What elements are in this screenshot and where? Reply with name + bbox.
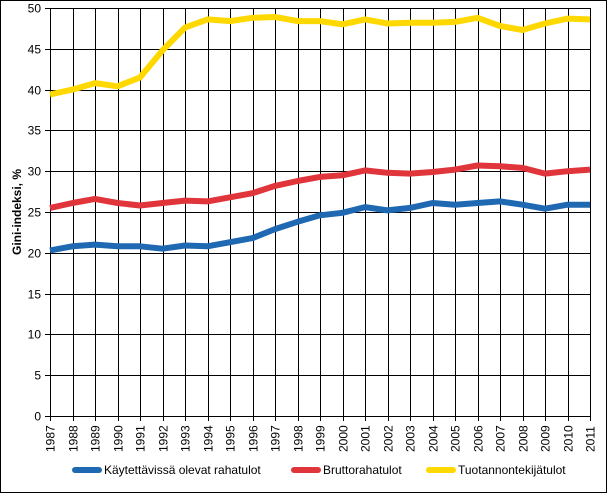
y-tick-label: 0: [34, 410, 41, 424]
x-tick-label: 1999: [314, 425, 328, 452]
x-tick-label: 2011: [584, 426, 598, 452]
y-tick-label: 40: [28, 84, 42, 98]
legend-swatch-red: [291, 467, 321, 473]
series-line-2: [49, 14, 591, 98]
y-tick-label: 5: [34, 369, 41, 383]
y-tick-label: 50: [28, 2, 42, 16]
x-tick-label: 1994: [202, 425, 216, 452]
x-tick-label: 2010: [562, 425, 576, 452]
y-axis-label: Gini-indeksi, %: [10, 169, 24, 255]
y-tick-label: 45: [28, 43, 42, 57]
x-tick-label: 2001: [359, 425, 373, 452]
legend-swatch-blue: [72, 467, 102, 473]
x-tick-label: 1998: [292, 425, 306, 452]
x-tick-label: 1995: [224, 425, 238, 452]
series-line-0: [49, 198, 590, 254]
y-tick-label: 30: [28, 165, 42, 179]
x-tick-label: 2008: [517, 425, 531, 452]
y-tick-label: 25: [28, 206, 42, 220]
x-tick-label: 2006: [472, 425, 486, 452]
legend-item-disposable-income: Käytettävissä olevat rahatulot: [72, 463, 261, 477]
y-tick-label: 35: [28, 124, 42, 138]
y-tick-label: 20: [28, 247, 42, 261]
series-line-1: [49, 162, 591, 211]
legend: Käytettävissä olevat rahatulot Bruttorah…: [0, 463, 607, 483]
x-tick-label: 2004: [427, 425, 441, 452]
legend-label: Bruttorahatulot: [323, 463, 402, 477]
x-tick-label: 1996: [247, 425, 261, 452]
x-tick-label: 1987: [44, 425, 58, 452]
x-tick-label: 2002: [382, 425, 396, 452]
legend-item-factor-income: Tuotannontekijätulot: [426, 463, 566, 477]
y-tick-label: 10: [28, 328, 42, 342]
x-tick-label: 2003: [404, 425, 418, 452]
legend-label: Käytettävissä olevat rahatulot: [104, 463, 261, 477]
x-tick-label: 2009: [539, 425, 553, 452]
legend-label: Tuotannontekijätulot: [458, 463, 566, 477]
legend-item-gross-income: Bruttorahatulot: [291, 463, 402, 477]
x-tick-label: 1988: [67, 425, 81, 452]
x-tick-label: 1992: [157, 425, 171, 452]
legend-swatch-yellow: [426, 467, 456, 473]
x-tick-label: 2007: [494, 425, 508, 452]
x-tick-label: 1990: [112, 425, 126, 452]
line-chart: 0 5 10 15 20 25 30 35 40 45 50 1987 1988 1989 1990 1991…: [10, 2, 598, 453]
y-tick-label: 15: [28, 288, 42, 302]
x-tick-label: 1993: [179, 425, 193, 452]
x-tick-label: 1991: [134, 425, 148, 452]
x-tick-label: 2000: [337, 425, 351, 452]
x-tick-label: 1997: [269, 425, 283, 452]
gridlines: [45, 8, 591, 421]
x-tick-label: 2005: [449, 425, 463, 452]
x-tick-label: 1989: [89, 425, 103, 452]
